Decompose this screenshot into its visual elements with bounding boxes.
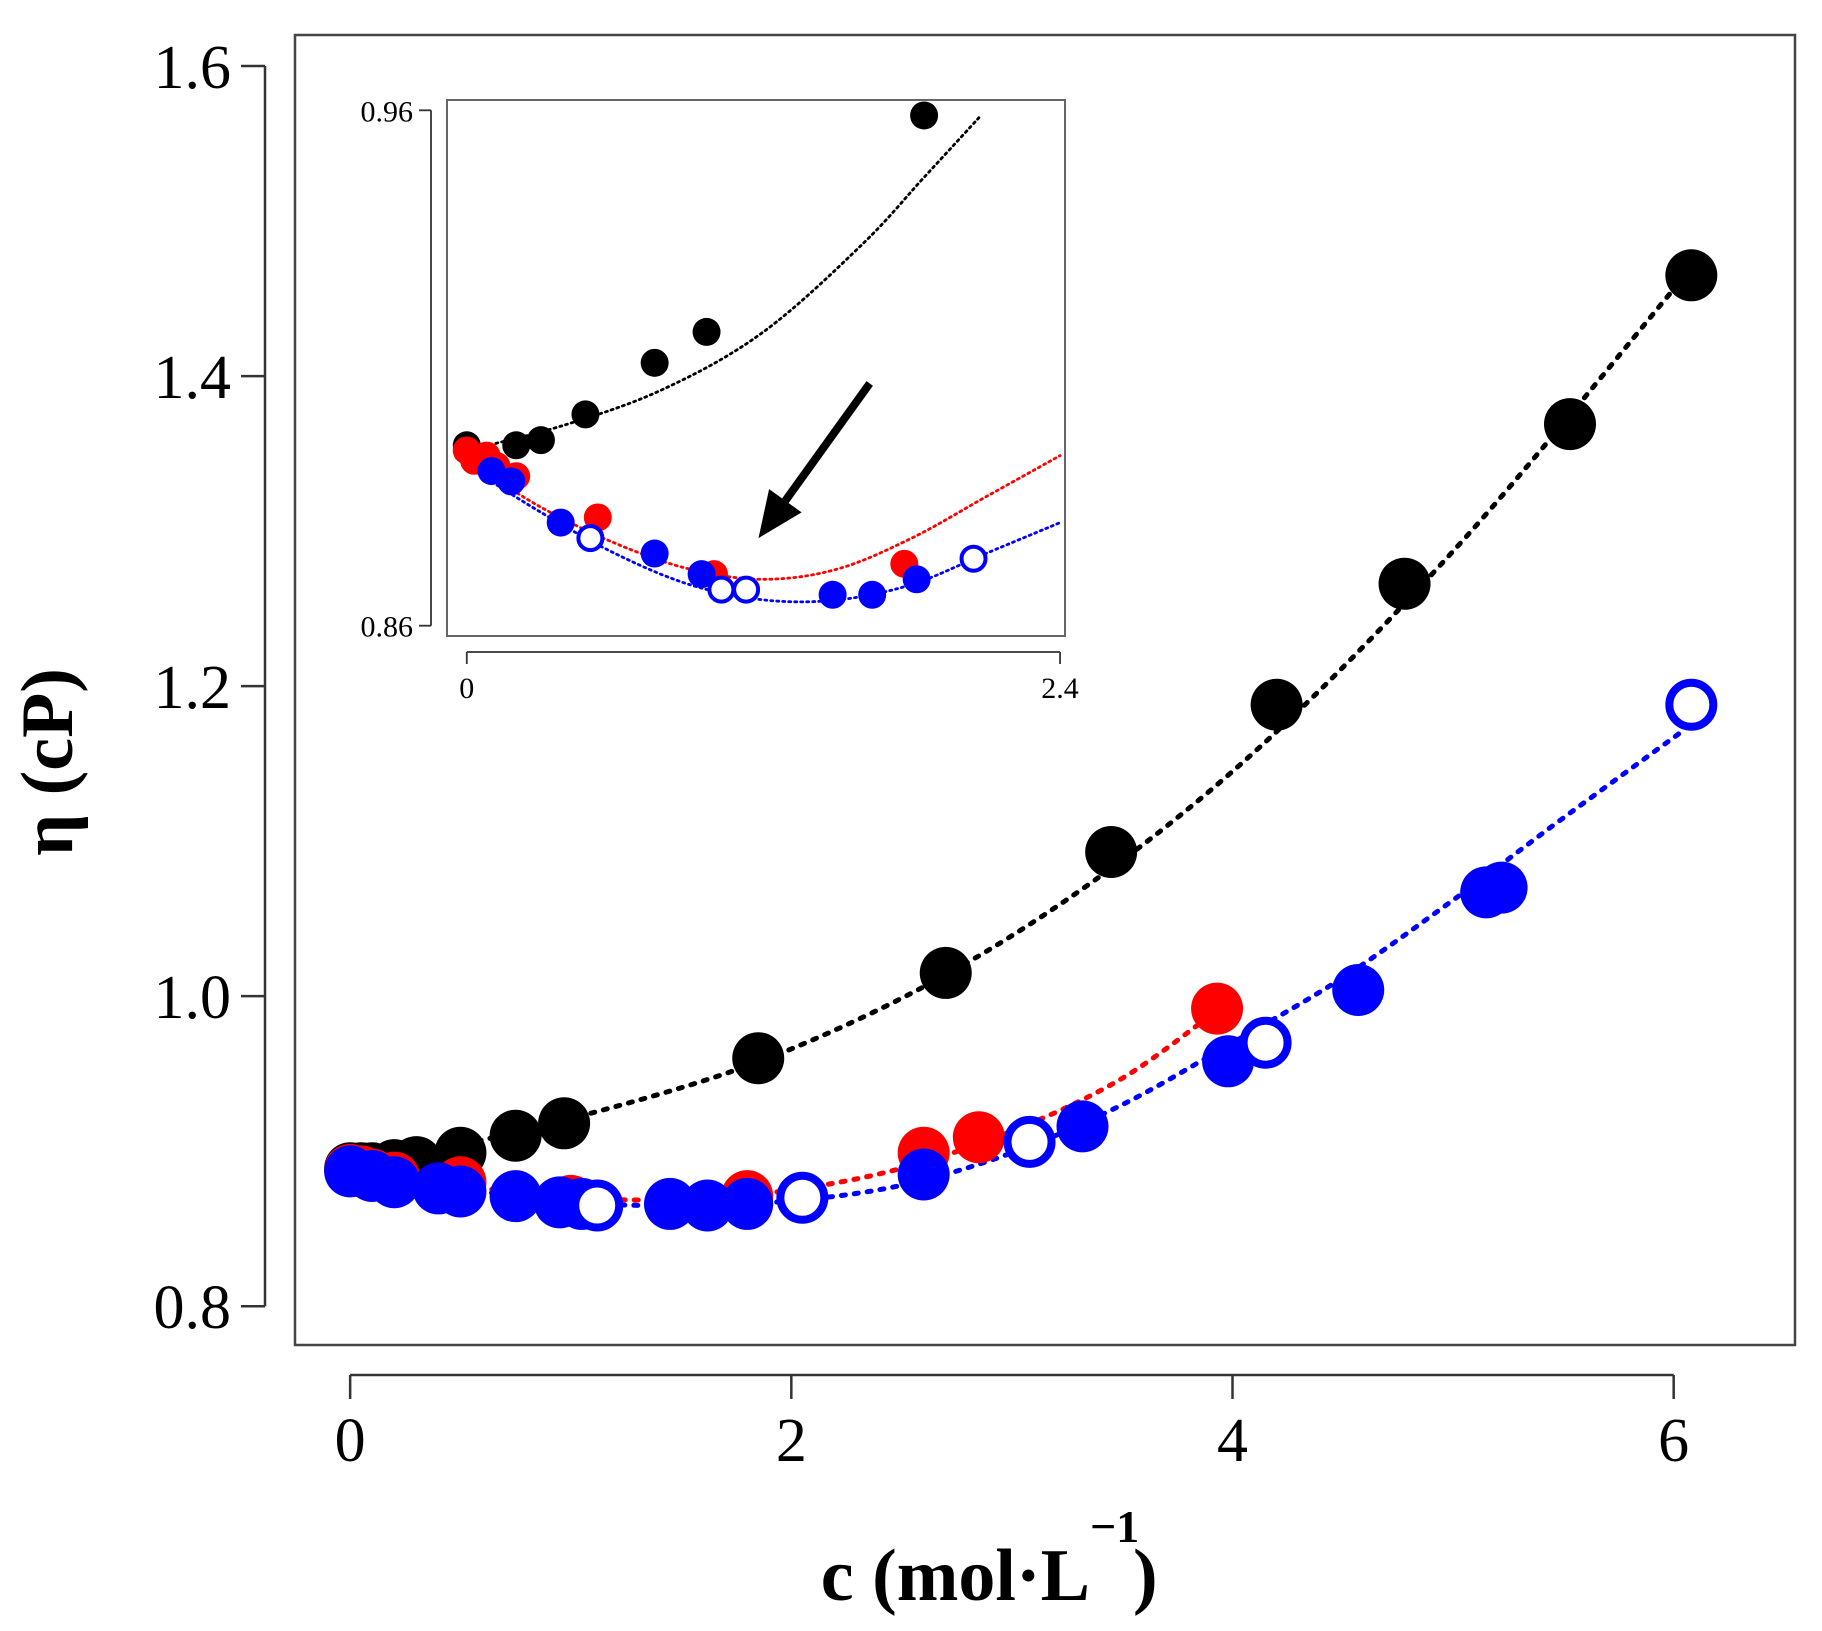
inset-point-blue-filled	[687, 560, 716, 589]
main-point-blue-filled	[681, 1179, 734, 1232]
main-point-black-filled	[538, 1097, 591, 1150]
main-point-red-filled	[1191, 982, 1244, 1035]
main-point-black-filled	[1250, 678, 1303, 731]
main-y-tick-label: 1.0	[154, 964, 232, 1032]
main-plot-frame	[293, 33, 1797, 1347]
inset-point-blue-filled	[902, 565, 931, 594]
inset-point-blue-filled	[858, 580, 887, 609]
inset-point-black-filled	[526, 426, 555, 455]
main-y-tick-label: 1.6	[154, 34, 232, 102]
main-point-blue-filled	[434, 1165, 487, 1218]
minimum-arrow-head	[758, 489, 802, 539]
x-axis-title-superscript: −1	[1090, 1501, 1139, 1552]
main-point-black-filled	[732, 1032, 785, 1085]
inset-point-blue-open	[732, 575, 761, 604]
inset-plot-frame	[446, 99, 1066, 637]
main-point-blue-filled	[1056, 1100, 1109, 1153]
inset-y-tick-label: 0.86	[361, 611, 414, 644]
main-point-blue-open	[571, 1179, 624, 1232]
inset-point-blue-filled	[818, 580, 847, 609]
main-point-blue-filled	[644, 1177, 696, 1230]
main-y-tick-label: 0.8	[154, 1274, 232, 1342]
main-point-black-filled	[1378, 557, 1431, 610]
inset-point-blue-filled	[546, 508, 575, 537]
main-y-tick-label: 1.2	[154, 654, 232, 722]
inset-point-blue-open	[576, 524, 605, 553]
main-point-blue-open	[1665, 678, 1718, 731]
main-point-blue-filled	[721, 1177, 774, 1230]
main-point-black-filled	[1665, 249, 1718, 302]
main-point-black-filled	[1085, 826, 1138, 879]
main-x-tick-label: 6	[1658, 1407, 1689, 1475]
main-y-tick-label: 1.4	[154, 344, 232, 412]
main-x-tick-label: 4	[1217, 1407, 1248, 1475]
inset-point-blue-filled	[640, 539, 669, 568]
main-point-red-filled	[952, 1111, 1005, 1164]
inset-x-tick-label: 2.4	[1041, 672, 1079, 705]
inset-point-blue-open	[707, 575, 736, 604]
x-axis-title: c (mol·L	[821, 1535, 1090, 1617]
inset-y-tick-label: 0.96	[361, 95, 414, 128]
main-axes: 0 2 4 6 0.8 1.0 1.2 1.4 1.6	[154, 34, 1690, 1475]
main-point-blue-filled	[897, 1148, 950, 1201]
inset-point-black-filled	[571, 400, 600, 429]
inset-point-black-filled	[692, 317, 721, 346]
y-axis-title: η (cP)	[7, 668, 89, 856]
inset-point-black-filled	[640, 348, 669, 377]
inset-point-blue-open	[959, 544, 988, 573]
main-point-blue-open	[776, 1171, 829, 1224]
main-x-tick-label: 2	[776, 1407, 807, 1475]
inset-point-black-filled	[502, 431, 531, 460]
main-point-blue-filled	[1475, 861, 1528, 914]
inset-point-blue-filled	[497, 467, 526, 496]
main-point-blue-filled	[489, 1170, 542, 1223]
inset-x-tick-label: 0	[459, 672, 474, 705]
inset-data-layer	[452, 101, 1062, 609]
main-point-black-filled	[919, 946, 972, 999]
inset-fit-black-filled	[465, 114, 983, 452]
main-x-tick-label: 0	[335, 1407, 366, 1475]
main-point-blue-filled	[1332, 963, 1385, 1016]
main-point-black-filled	[489, 1109, 542, 1162]
inset-point-black-filled	[910, 101, 939, 130]
main-point-blue-open	[1003, 1115, 1056, 1168]
main-point-blue-filled	[368, 1156, 421, 1209]
x-axis-title-close: )	[1133, 1535, 1158, 1617]
minimum-arrow-shaft	[782, 381, 873, 504]
main-data-layer	[324, 249, 1718, 1232]
main-point-black-filled	[1544, 398, 1596, 451]
inset-axes: 0 2.4 0.86 0.96	[361, 95, 1079, 705]
main-point-blue-open	[1239, 1016, 1292, 1069]
